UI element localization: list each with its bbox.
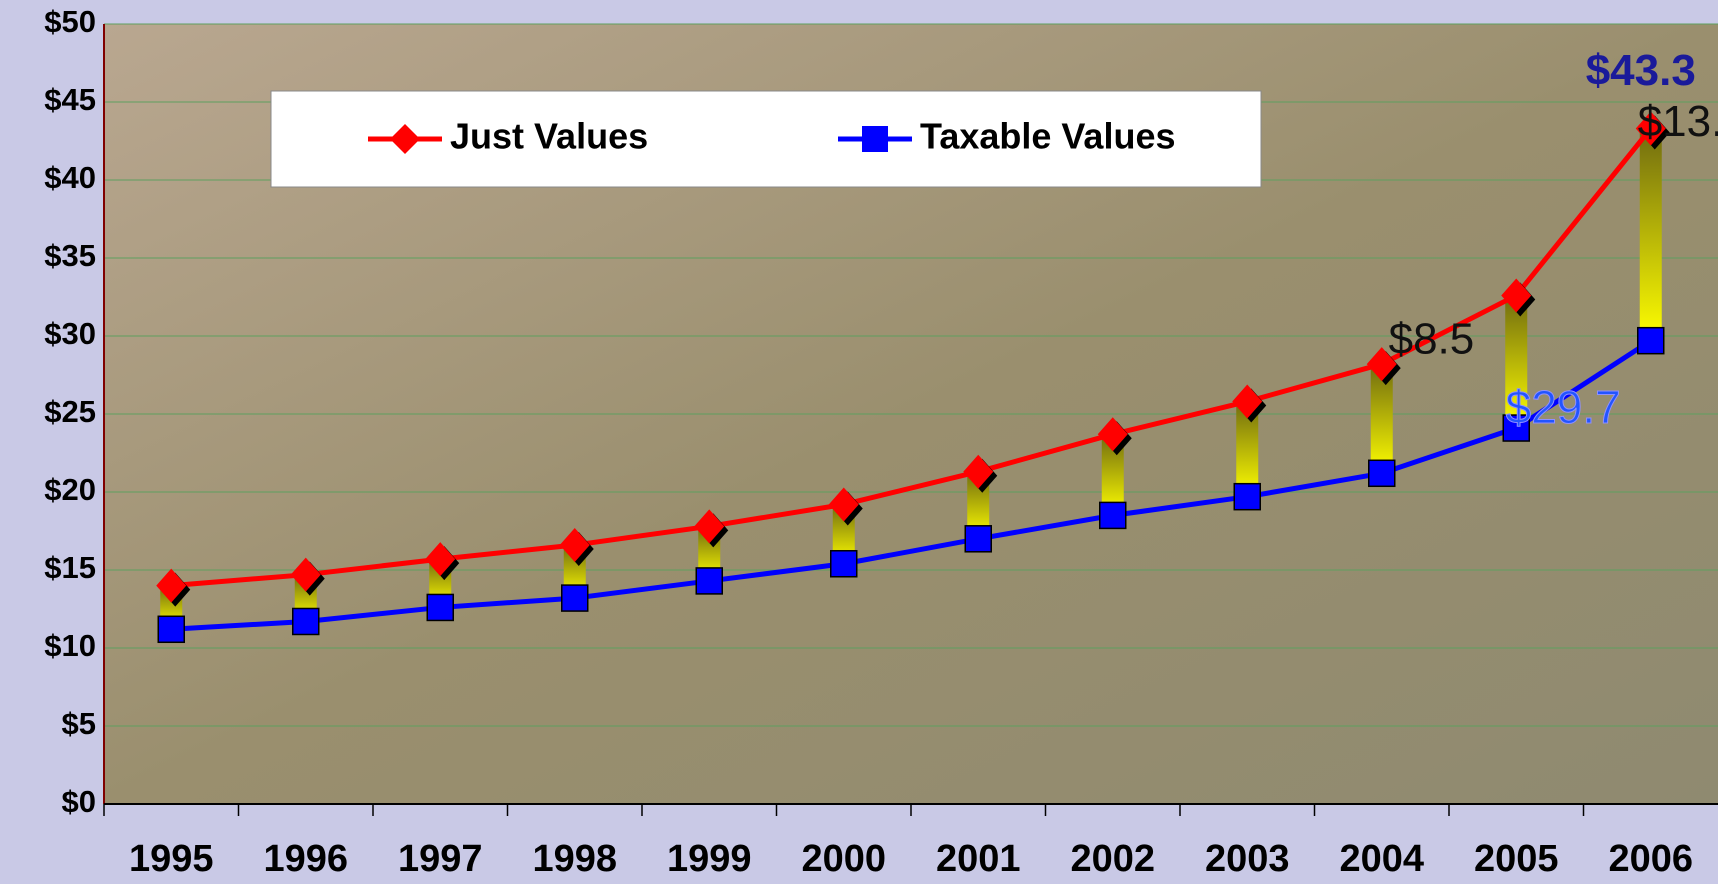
marker (292, 607, 320, 636)
y-tick-label: $5 (62, 706, 96, 741)
gap-bar (1370, 364, 1393, 474)
marker-shape (964, 525, 992, 553)
marker (1501, 278, 1536, 317)
legend-marker (862, 126, 888, 152)
marker-shape (1502, 414, 1530, 442)
marker-shape (963, 454, 994, 489)
marker (828, 487, 863, 526)
gap-bar (1639, 128, 1662, 341)
marker-shape (830, 550, 858, 578)
marker-shape (1368, 459, 1396, 488)
marker (695, 567, 723, 595)
marker (1637, 326, 1665, 355)
y-tick-label: $20 (44, 472, 96, 507)
marker-shape (290, 557, 321, 592)
y-tick-label: $15 (44, 550, 96, 585)
marker (1099, 501, 1127, 530)
marker (830, 550, 858, 578)
gap-bar (1505, 295, 1528, 429)
y-tick-label: $40 (44, 160, 96, 195)
y-tick-label: $35 (44, 238, 96, 273)
marker (694, 509, 729, 548)
series-line (171, 338, 1653, 632)
marker (1368, 459, 1396, 488)
gap-label: $13.6 (1638, 97, 1718, 146)
marker-shape (695, 567, 723, 595)
marker-shape (426, 593, 454, 622)
x-tick-label: 1998 (532, 838, 617, 880)
y-tick-label: $25 (44, 394, 96, 429)
marker-shape (425, 542, 456, 577)
marker (1366, 347, 1401, 386)
marker-shape (694, 509, 725, 544)
marker (559, 528, 594, 567)
y-tick-label: $50 (44, 4, 96, 39)
marker (1635, 111, 1670, 150)
marker (425, 542, 460, 581)
marker (1233, 482, 1261, 511)
y-tick-label: $0 (62, 784, 96, 819)
marker (157, 615, 185, 644)
x-tick-label: 2004 (1339, 838, 1424, 880)
marker (156, 568, 191, 607)
marker (963, 454, 998, 493)
marker-shape (157, 615, 185, 644)
marker-shape (1099, 501, 1127, 530)
legend-label: Just Values (450, 116, 648, 157)
legend-marker (390, 124, 420, 154)
x-tick-label: 2000 (801, 838, 886, 880)
gap-bar (1101, 434, 1124, 516)
value-label: $43.3 (1586, 46, 1696, 95)
y-tick-label: $10 (44, 628, 96, 663)
marker (964, 525, 992, 553)
marker (426, 593, 454, 622)
marker-shape (1097, 417, 1128, 452)
legend: Just Values Taxable Values (270, 90, 1262, 188)
x-tick-label: 2001 (936, 838, 1021, 880)
legend-label: Taxable Values (920, 116, 1175, 157)
marker (290, 557, 325, 596)
marker-shape (828, 487, 859, 522)
marker-shape (1501, 278, 1532, 313)
x-tick-label: 2003 (1205, 838, 1290, 880)
value-label: $29.7 (1506, 381, 1621, 433)
x-tick-label: 2005 (1474, 838, 1559, 880)
marker (561, 584, 589, 612)
gap-bar (1236, 401, 1259, 497)
y-tick-label: $45 (44, 82, 96, 117)
x-tick-label: 1999 (667, 838, 752, 880)
y-tick-label: $30 (44, 316, 96, 351)
marker (1232, 384, 1267, 423)
marker-shape (1232, 384, 1263, 419)
x-tick-label: 2002 (1070, 838, 1155, 880)
x-tick-label: 1996 (263, 838, 348, 880)
marker-shape (561, 584, 589, 612)
marker-shape (1366, 347, 1397, 382)
marker-shape (1635, 111, 1666, 146)
series-line (171, 126, 1653, 589)
x-tick-label: 1997 (398, 838, 483, 880)
x-tick-label: 2006 (1608, 838, 1693, 880)
marker-shape (156, 568, 187, 603)
x-tick-label: 1995 (129, 838, 214, 880)
marker-shape (292, 607, 320, 636)
marker (1502, 414, 1530, 442)
marker (1097, 417, 1132, 456)
gap-label: $8.5 (1389, 314, 1475, 363)
marker-shape (1637, 326, 1665, 355)
marker-shape (559, 528, 590, 563)
marker-shape (1233, 482, 1261, 511)
